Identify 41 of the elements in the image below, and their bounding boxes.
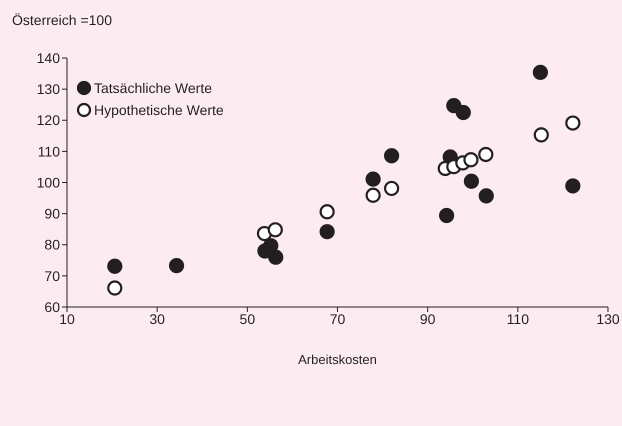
point [107,280,122,296]
point [168,258,184,274]
x-tick-label: 50 [240,310,256,327]
point [320,204,335,220]
y-tick-label: 80 [44,236,60,253]
point [384,180,400,196]
legend-label: Tatsächliche Werte [94,80,212,96]
point [464,174,479,189]
point [478,146,494,162]
point [268,250,284,265]
point [565,115,580,131]
y-tick-label: 90 [44,206,60,222]
x-tick-label: 90 [420,310,436,327]
x-tick-label: 70 [330,310,346,327]
point [439,208,454,224]
y-tick-label: 60 [44,298,60,315]
y-tick-label: 140 [36,50,60,66]
point [463,152,479,168]
y-tick-label: 70 [44,268,60,284]
x-tick-label: 130 [596,310,620,327]
point [534,127,549,142]
x-axis-title: Arbeitskosten [298,352,377,367]
y-tick-label: 110 [38,143,60,160]
legend-label: Hypothetische Werte [94,102,224,118]
point [107,258,122,274]
x-tick-label: 10 [59,310,75,327]
point [268,222,283,238]
point [532,64,548,80]
point [478,188,494,204]
point [366,188,381,203]
y-tick-label: 100 [36,174,60,190]
point [384,148,400,164]
point [565,178,580,194]
point [320,224,335,240]
y-tick-label: 130 [36,81,60,98]
y-tick-label: 120 [36,112,60,128]
point [456,104,471,120]
x-tick-label: 110 [506,310,530,327]
point [366,171,381,187]
x-tick-label: 30 [149,310,166,327]
y-axis-title: Österreich =100 [12,12,112,28]
